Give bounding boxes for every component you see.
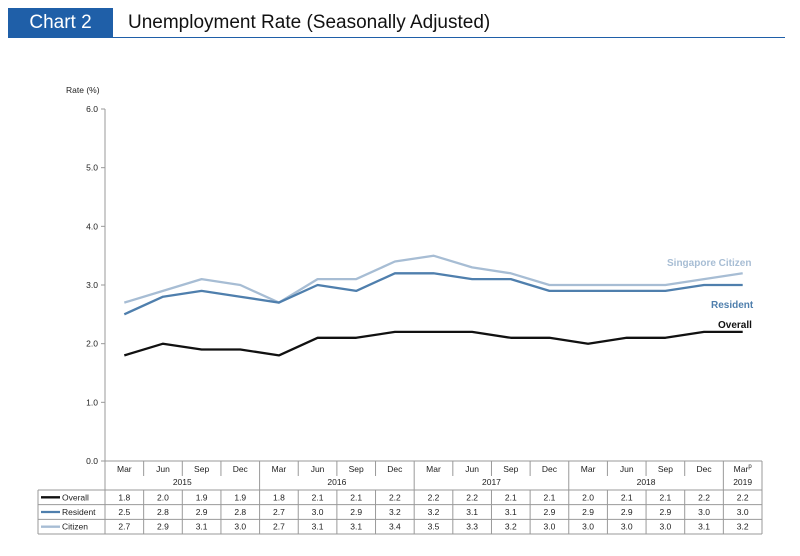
- data-label: 2.5: [118, 507, 130, 517]
- data-label: 3.0: [544, 522, 556, 532]
- data-label: 2.9: [621, 507, 633, 517]
- data-label: 3.1: [698, 522, 710, 532]
- data-label: 3.4: [389, 522, 401, 532]
- data-label: 3.1: [466, 507, 478, 517]
- data-label: 3.0: [234, 522, 246, 532]
- data-label: 1.9: [234, 492, 246, 502]
- series-line-resident: [123, 272, 743, 316]
- header-divider: [113, 37, 785, 38]
- x-tick-label: Dec: [696, 464, 712, 474]
- x-tick-label: Sep: [503, 464, 518, 474]
- year-label: 2015: [173, 477, 192, 487]
- data-label: 2.9: [157, 522, 169, 532]
- data-label: 2.2: [389, 492, 401, 502]
- page-title: Unemployment Rate (Seasonally Adjusted): [128, 12, 491, 33]
- x-tick-label: Mar: [117, 464, 132, 474]
- data-label: 3.3: [466, 522, 478, 532]
- data-label: 2.9: [659, 507, 671, 517]
- data-label: 2.2: [698, 492, 710, 502]
- data-label: 2.1: [312, 492, 324, 502]
- y-tick-label: 5.0: [86, 163, 98, 173]
- data-label: 3.1: [312, 522, 324, 532]
- data-label: 3.1: [196, 522, 208, 532]
- data-label: 3.2: [505, 522, 517, 532]
- data-label: 2.1: [350, 492, 362, 502]
- x-tick-label: Sep: [658, 464, 673, 474]
- data-table: Mar Jun Sep Dec Mar Jun Sep Dec Mar Jun Sep Dec Mar J…: [37, 460, 763, 535]
- x-tick-label: Jun: [156, 464, 170, 474]
- y-tick-label: 0.0: [86, 456, 98, 466]
- data-label: 2.1: [505, 492, 517, 502]
- data-label: 2.1: [659, 492, 671, 502]
- data-label: 1.9: [196, 492, 208, 502]
- x-tick-label: Dec: [542, 464, 558, 474]
- data-label: 2.9: [350, 507, 362, 517]
- year-label: 2018: [637, 477, 656, 487]
- year-label: 2016: [327, 477, 346, 487]
- x-tick-label: Dec: [387, 464, 403, 474]
- data-label: 2.8: [157, 507, 169, 517]
- data-label: 3.0: [312, 507, 324, 517]
- data-label: 3.0: [737, 507, 749, 517]
- data-label: 2.7: [118, 522, 130, 532]
- data-label: 2.1: [621, 492, 633, 502]
- data-label: 3.2: [737, 522, 749, 532]
- data-label: 2.9: [196, 507, 208, 517]
- series-lines: [123, 254, 743, 357]
- data-label: 2.0: [582, 492, 594, 502]
- data-label: 1.8: [273, 492, 285, 502]
- y-axis-label: Rate (%): [66, 85, 100, 95]
- x-tick-label: Dec: [233, 464, 249, 474]
- data-label: 2.7: [273, 507, 285, 517]
- data-label: 2.7: [273, 522, 285, 532]
- data-label: 3.0: [698, 507, 710, 517]
- data-label: 2.8: [234, 507, 246, 517]
- y-tick-label: 3.0: [86, 280, 98, 290]
- data-label: 2.9: [544, 507, 556, 517]
- data-label: 3.2: [428, 507, 440, 517]
- x-tick-label: Jun: [465, 464, 479, 474]
- data-label: 3.2: [389, 507, 401, 517]
- x-tick-label: Mar: [581, 464, 596, 474]
- y-tick-label: 4.0: [86, 221, 98, 231]
- y-axis: 0.0 1.0 2.0 3.0 4.0 5.0 6.0: [86, 104, 106, 466]
- x-tick-label: Jun: [620, 464, 634, 474]
- data-label: 1.8: [118, 492, 130, 502]
- y-tick-label: 6.0: [86, 104, 98, 114]
- data-label: 2.9: [582, 507, 594, 517]
- x-tick-label: Mar: [272, 464, 287, 474]
- legend-label-citizen: Citizen: [62, 522, 88, 532]
- y-tick-label: 1.0: [86, 397, 98, 407]
- chart-number-tag: Chart 2: [8, 8, 113, 38]
- data-label: 2.1: [544, 492, 556, 502]
- data-label: 3.5: [428, 522, 440, 532]
- data-label: 3.0: [659, 522, 671, 532]
- x-tick-label: Mar: [426, 464, 441, 474]
- data-label: 3.0: [621, 522, 633, 532]
- annotation-singapore-citizen: Singapore Citizen: [667, 258, 751, 269]
- annotation-resident: Resident: [711, 300, 754, 311]
- data-label: 2.2: [466, 492, 478, 502]
- x-tick-label: Jun: [311, 464, 325, 474]
- x-tick-label: Sep: [194, 464, 209, 474]
- annotation-overall: Overall: [718, 320, 752, 331]
- x-tick-label: Sep: [349, 464, 364, 474]
- data-label: 3.1: [505, 507, 517, 517]
- legend-label-resident: Resident: [62, 507, 96, 517]
- year-label: 2019: [733, 477, 752, 487]
- data-label: 2.2: [428, 492, 440, 502]
- preliminary-marker: p: [748, 464, 752, 470]
- data-label: 3.1: [350, 522, 362, 532]
- year-label: 2017: [482, 477, 501, 487]
- legend-label-overall: Overall: [62, 492, 89, 502]
- data-label: 2.0: [157, 492, 169, 502]
- series-line-citizen: [123, 254, 743, 304]
- data-label: 2.2: [737, 492, 749, 502]
- y-tick-label: 2.0: [86, 339, 98, 349]
- x-tick-label: Marp: [734, 464, 753, 474]
- series-line-overall: [123, 330, 743, 357]
- data-label: 3.0: [582, 522, 594, 532]
